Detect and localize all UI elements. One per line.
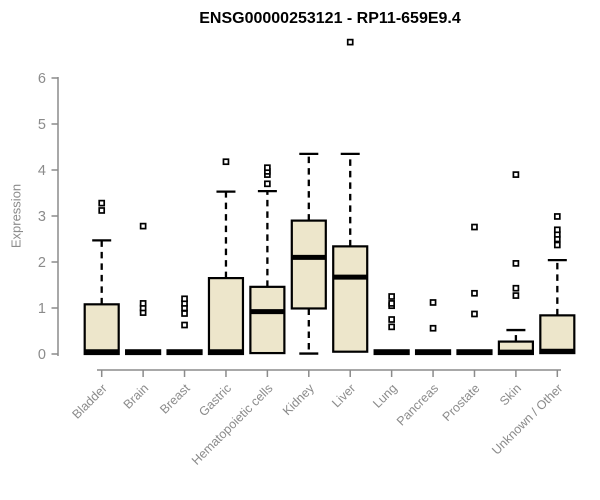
iqr-box [83, 303, 120, 356]
x-tick-label-kidney: Kidney [280, 381, 317, 418]
x-tick-label-skin: Skin [497, 381, 524, 408]
outlier-point [512, 171, 520, 178]
outlier-point [264, 180, 271, 188]
boxplot-kidney [290, 152, 327, 355]
chart-title: ENSG00000253121 - RP11-659E9.4 [199, 10, 461, 27]
boxplot-prostate [456, 223, 493, 356]
outlier-point [222, 158, 230, 166]
iqr-box [290, 219, 327, 310]
outlier-point [553, 213, 561, 220]
x-tick-label-bladder: Bladder [69, 381, 109, 421]
iqr-box [249, 285, 286, 355]
outlier-point [512, 284, 520, 292]
x-tick-label-breast: Breast [157, 381, 193, 417]
outlier-point [429, 324, 437, 332]
boxplot-unknown-other [539, 213, 576, 355]
outlier-point [388, 316, 395, 323]
x-tick-label-prostate: Prostate [440, 381, 483, 424]
outlier-point [139, 300, 147, 307]
iqr-box [539, 314, 576, 355]
boxplot-bladder [83, 199, 120, 356]
x-tick-label-unknown-other: Unknown / Other [489, 381, 565, 457]
outlier-point [429, 299, 437, 306]
boxplot-brain [125, 222, 162, 356]
iqr-box [207, 277, 245, 356]
outlier-point [388, 300, 395, 307]
boxplot-skin [497, 171, 534, 356]
outlier-point [388, 293, 395, 300]
y-axis: 0 1 2 3 4 5 6 [38, 71, 59, 363]
outlier-point [98, 199, 106, 207]
outlier-point [512, 260, 520, 267]
outlier-point [346, 38, 354, 46]
boxplot-liver [332, 38, 369, 353]
y-tick-label: 2 [38, 255, 46, 271]
outlier-point [553, 226, 561, 234]
x-tick-label-hematopoietic-cells: Hematopoietic cells [189, 381, 276, 468]
x-tick-label-gastric: Gastric [196, 381, 234, 419]
outlier-point [181, 321, 188, 329]
x-tick-label-liver: Liver [329, 381, 358, 410]
outlier-point [471, 310, 478, 318]
boxplot-lung [373, 293, 410, 356]
x-tick-label-lung: Lung [370, 381, 400, 411]
y-tick-label: 6 [38, 71, 46, 87]
boxplot-gastric [207, 158, 245, 356]
outlier-point [181, 310, 188, 317]
outlier-point [264, 164, 271, 172]
outlier-point [512, 292, 520, 299]
outlier-point [553, 241, 561, 249]
boxplot-pancreas [414, 299, 452, 356]
boxplot-breast [166, 295, 203, 356]
y-tick-label: 4 [38, 163, 46, 179]
boxplot-hematopoietic-cells [249, 164, 286, 355]
outlier-point [471, 289, 478, 297]
x-tick-label-brain: Brain [121, 381, 152, 412]
x-tick-label-pancreas: Pancreas [394, 381, 441, 428]
y-tick-label: 3 [38, 209, 46, 225]
outlier-point [139, 222, 147, 230]
outlier-point [471, 223, 478, 231]
y-tick-label: 0 [38, 347, 46, 363]
y-tick-label: 5 [38, 117, 46, 133]
outlier-point [98, 207, 106, 214]
iqr-box [332, 245, 369, 353]
outlier-point [388, 323, 395, 331]
outlier-point [181, 295, 188, 303]
y-tick-label: 1 [38, 301, 46, 317]
